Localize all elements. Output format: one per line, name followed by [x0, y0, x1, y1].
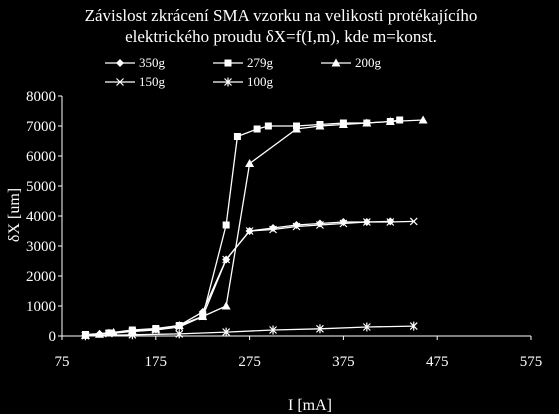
data-point [222, 221, 230, 229]
data-point [418, 115, 428, 124]
y-axis-label: δX [um] [6, 188, 23, 242]
data-point [221, 301, 231, 310]
plot-area [80, 115, 428, 341]
data-point [396, 116, 404, 124]
chart-title-line-2: elektrického proudu δX=f(I,m), kde m=kon… [125, 27, 437, 46]
data-point [362, 322, 371, 332]
legend-marker [116, 59, 124, 67]
data-point [386, 218, 395, 226]
data-point [409, 321, 418, 331]
y-tick-label: 5000 [26, 179, 56, 195]
data-point [292, 222, 301, 231]
data-point [385, 117, 395, 125]
data-point [245, 227, 254, 235]
legend-label: 350g [139, 55, 166, 70]
data-point [316, 221, 324, 229]
series-150g [81, 217, 418, 340]
data-point [292, 221, 301, 229]
legend: 350g 279g 200g 150g 100g [105, 55, 382, 89]
data-point [269, 225, 277, 234]
y-tick-label: 3000 [26, 239, 56, 255]
x-axis: 75 175 275 375 475 575 [55, 335, 543, 370]
data-point [222, 255, 231, 264]
legend-marker [331, 58, 341, 67]
y-tick-label: 0 [49, 329, 57, 345]
data-point [339, 218, 348, 226]
data-point [269, 325, 277, 335]
series-line [85, 220, 414, 337]
data-point [128, 330, 137, 340]
x-tick-label: 275 [238, 354, 261, 370]
legend-label: 100g [247, 74, 274, 89]
legend-label: 200g [355, 55, 382, 70]
series-200g [80, 115, 428, 339]
data-point [264, 122, 272, 130]
legend-item-350g: 350g [105, 55, 166, 70]
data-point [245, 159, 255, 167]
data-point [151, 326, 160, 334]
data-point [222, 327, 231, 337]
series-line [85, 119, 400, 336]
x-tick-label: 375 [332, 354, 355, 370]
y-tick-label: 7000 [26, 119, 56, 135]
x-tick-label: 175 [145, 354, 168, 370]
data-point [315, 219, 324, 228]
data-point [292, 124, 301, 133]
legend-item-100g: 100g [213, 74, 274, 89]
data-point [233, 133, 241, 140]
y-axis: 0 1000 2000 3000 4000 5000 6000 7000 8000 [26, 89, 63, 345]
y-tick-label: 1000 [26, 299, 56, 315]
legend-label: 150g [139, 74, 166, 89]
series-line [85, 119, 424, 337]
y-tick-label: 8000 [26, 89, 56, 105]
data-point [338, 120, 348, 128]
legend-item-279g: 279g [213, 55, 274, 70]
chart-title-line-1: Závislost zkrácení SMA vzorku na velikos… [85, 6, 478, 25]
series-100g [81, 321, 418, 341]
y-tick-label: 2000 [26, 269, 56, 285]
data-point [253, 125, 261, 133]
legend-item-200g: 200g [321, 55, 382, 70]
y-tick-label: 6000 [26, 149, 56, 165]
data-point [339, 219, 348, 228]
data-point [362, 118, 372, 127]
data-point [198, 312, 207, 321]
legend-item-150g: 150g [105, 74, 166, 89]
data-point [316, 324, 324, 334]
legend-label: 279g [247, 55, 274, 70]
legend-marker [224, 59, 232, 67]
data-point [269, 224, 278, 232]
data-point [409, 217, 418, 226]
y-tick-label: 4000 [26, 209, 56, 225]
data-point [362, 218, 371, 226]
legend-marker [116, 78, 124, 86]
data-point [175, 323, 184, 331]
x-tick-label: 575 [520, 354, 543, 370]
x-tick-label: 75 [55, 354, 70, 370]
x-axis-label: I [mA] [288, 397, 332, 414]
series-279g [81, 116, 404, 338]
series-line [85, 325, 414, 337]
legend-marker [224, 77, 232, 87]
data-point [315, 121, 325, 130]
x-tick-label: 475 [426, 354, 449, 370]
